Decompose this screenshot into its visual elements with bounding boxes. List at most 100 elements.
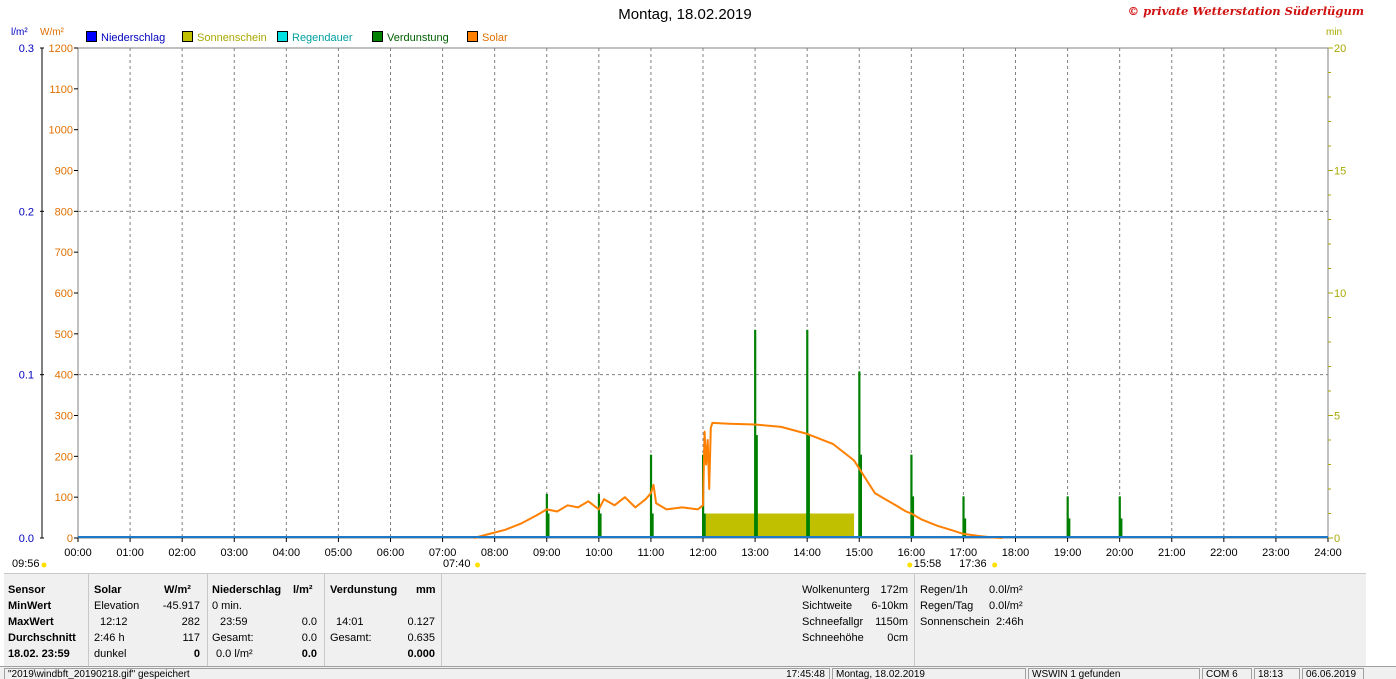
sun-marker-label: 17:36 (959, 558, 987, 570)
evaporation-spike (858, 371, 861, 538)
x-tick-label: 06:00 (377, 547, 405, 559)
evaporation-series (545, 329, 1123, 538)
stats-header-evap: Verdunstung (330, 584, 398, 596)
copyright-label: © private Wetterstation Süderlügum (1127, 4, 1364, 18)
x-tick-label: 02:00 (168, 547, 196, 559)
legend-item: Niederschlag (86, 31, 165, 45)
legend-label: Sonnenschein (197, 32, 267, 44)
solar-tick-label: 500 (55, 329, 73, 341)
rain-min-a: 0 min. (212, 600, 242, 612)
sun-marker-dot (992, 562, 998, 568)
x-tick-label: 22:00 (1210, 547, 1238, 559)
evaporation-spike (910, 454, 913, 538)
x-tick-label: 21:00 (1158, 547, 1186, 559)
x-tick-label: 10:00 (585, 547, 613, 559)
legend-label: Niederschlag (101, 32, 166, 44)
solar-min-b: -45.917 (162, 600, 200, 612)
evaporation-spike (911, 496, 915, 538)
evap-max-a: 14:01 (336, 616, 364, 628)
evaporation-spike (1118, 496, 1121, 538)
sunshine-block (705, 513, 855, 538)
x-tick-label: 13:00 (741, 547, 769, 559)
stats-header-rain: Niederschlag (212, 584, 282, 596)
rain-summary-label: Sonnenschein (920, 616, 990, 628)
solar-min-a: Elevation (94, 600, 140, 612)
evap-avg-a: Gesamt: (330, 632, 372, 644)
solar-tick-label: 100 (55, 492, 73, 504)
x-tick-label: 09:00 (533, 547, 561, 559)
evap-max-b: 0.127 (407, 616, 435, 628)
rain-unit-label: l/m² (11, 27, 28, 38)
solar-tick-label: 800 (55, 206, 73, 218)
solar-tick-label: 700 (55, 247, 73, 259)
legend-label: Verdunstung (387, 32, 449, 44)
legend-swatch (277, 31, 288, 42)
solar-last-b: 0 (193, 648, 200, 660)
x-tick-label: 17:00 (950, 547, 978, 559)
x-tick-label: 11:00 (638, 547, 665, 559)
weather-value: 1150m (875, 616, 908, 628)
rain-summary-value: 0.0l/m² (989, 584, 1023, 596)
legend-label: Regendauer (292, 32, 353, 44)
minutes-tick-label: 15 (1334, 166, 1346, 178)
sun-marker-dot (474, 562, 480, 568)
evaporation-spike (703, 513, 706, 538)
x-tick-label: 05:00 (325, 547, 353, 559)
evap-last-b: 0.000 (407, 648, 435, 660)
x-tick-label: 08:00 (481, 547, 509, 559)
evaporation-spike (963, 518, 967, 538)
status-com: COM 6 (1202, 668, 1252, 679)
evaporation-spike (755, 435, 758, 538)
evaporation-spike (962, 496, 965, 538)
legend-swatch (467, 31, 478, 42)
solar-tick-label: 1200 (49, 43, 73, 55)
solar-series (473, 421, 1003, 539)
rain-tick-label: 0.0 (19, 533, 34, 545)
stats-row-last-label: 18.02. 23:59 (8, 648, 70, 660)
sun-marker-dot (907, 562, 913, 568)
x-tick-label: 16:00 (898, 547, 926, 559)
legend-swatch (86, 31, 97, 42)
chart-title: Montag, 18.02.2019 (618, 6, 752, 23)
solar-max-a: 12:12 (100, 616, 128, 628)
weather-label: Schneefallgr (802, 616, 864, 628)
solar-line (473, 421, 1003, 539)
stats-header-evap-unit: mm (416, 584, 436, 596)
evap-avg-b: 0.635 (407, 632, 435, 644)
x-tick-label: 15:00 (845, 547, 873, 559)
weather-value: 6-10km (871, 600, 908, 612)
evaporation-spike (649, 454, 653, 538)
weather-label: Sichtweite (802, 600, 853, 612)
legend-swatch (372, 31, 383, 42)
stats-header-solar-unit: W/m² (164, 584, 191, 596)
tick-labels: 00:00 01:00 02:00 03:00 04:00 05:00 06:00 07:00… (19, 43, 1347, 559)
rain-tick-label: 0.1 (19, 370, 34, 382)
minutes-unit-label: min (1326, 27, 1343, 38)
sun-marker-label: 09:56 (12, 558, 40, 570)
weather-label: Wolkenunterg (802, 584, 870, 596)
minutes-tick-label: 0 (1334, 533, 1340, 545)
status-file: "2019\windbft_20190218.gif" gespeichert 1… (4, 668, 830, 679)
status-clock: 18:13 (1254, 668, 1300, 679)
solar-tick-label: 400 (55, 370, 73, 382)
rain-summary-value: 2:46h (996, 616, 1024, 628)
legend-item: Sonnenschein (182, 31, 267, 45)
x-tick-label: 04:00 (273, 547, 301, 559)
statistics-panel: Sensor MinWert MaxWert Durchschnitt 18.0… (4, 573, 1366, 666)
evaporation-spike (545, 493, 548, 538)
legend-item: Verdunstung (372, 31, 449, 45)
rain-tick-label: 0.3 (19, 43, 34, 55)
solar-avg-a: 2:46 h (94, 632, 125, 644)
minutes-tick-label: 5 (1334, 411, 1340, 423)
status-date: Montag, 18.02.2019 (832, 668, 1026, 679)
sunshine-series (705, 513, 855, 538)
solar-tick-label: 1100 (49, 84, 73, 96)
solar-tick-label: 200 (55, 451, 73, 463)
evaporation-spike (599, 513, 602, 538)
rain-max-a: 23:59 (220, 616, 248, 628)
x-tick-label: 18:00 (1002, 547, 1030, 559)
x-tick-label: 24:00 (1314, 547, 1342, 559)
stats-row-max-label: MaxWert (8, 616, 54, 628)
stats-row-min-label: MinWert (8, 600, 52, 612)
stats-header-solar: Solar (94, 584, 122, 596)
